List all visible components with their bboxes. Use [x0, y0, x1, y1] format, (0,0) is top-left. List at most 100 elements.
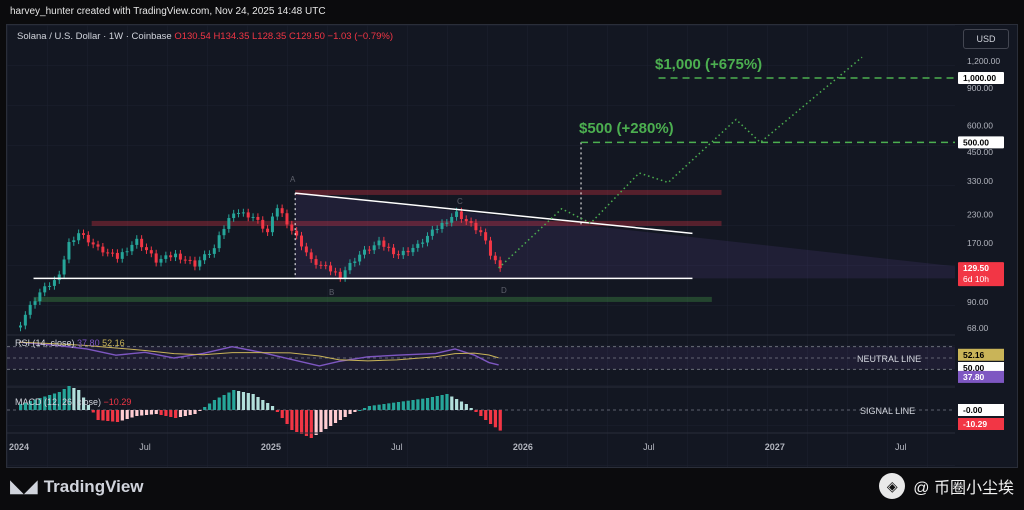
- candle: [304, 246, 308, 253]
- candle: [464, 219, 468, 222]
- macd-bar: [188, 410, 192, 415]
- rsi-value: 37.80: [77, 338, 100, 348]
- candle: [377, 240, 381, 246]
- macd-label: MACD (12, 26, close): [15, 397, 102, 407]
- macd-bar: [469, 408, 473, 410]
- candle: [498, 260, 502, 269]
- macd-bar: [198, 410, 202, 411]
- macd-bar: [169, 410, 173, 417]
- candle: [28, 304, 32, 315]
- rsi-line: [18, 341, 499, 367]
- macd-bar: [488, 410, 493, 424]
- footer: ◣◢ TradingView ◈ @ 币圈小尘埃: [0, 468, 1024, 510]
- watermark-logo-icon: ◈: [879, 473, 906, 499]
- macd-bar: [367, 406, 372, 410]
- candle: [111, 252, 115, 254]
- grid-background: [7, 25, 955, 467]
- macd-bar: [416, 399, 420, 410]
- price-badge-1000-bg: [958, 71, 1004, 84]
- candle: [241, 212, 245, 214]
- currency-button[interactable]: USD: [963, 29, 1009, 49]
- candle: [120, 252, 124, 259]
- macd-bar: [241, 392, 246, 410]
- macd-signal-label: SIGNAL LINE: [860, 406, 915, 416]
- macd-bar: [178, 410, 183, 417]
- macd-bar: [396, 402, 401, 410]
- macd-bar: [19, 404, 23, 410]
- candle: [416, 243, 420, 248]
- macd-bar: [106, 410, 110, 421]
- macd-bar: [115, 410, 120, 422]
- candle: [430, 229, 434, 236]
- symbol-legend: Solana / U.S. Dollar · 1W · Coinbase O13…: [17, 31, 393, 42]
- macd-bar: [217, 397, 221, 410]
- candle: [280, 208, 284, 214]
- ohlc-change: −1.03 (−0.79%): [327, 31, 394, 42]
- candle: [362, 249, 366, 255]
- macd-value: −10.29: [103, 397, 132, 407]
- macd-bar: [81, 397, 86, 410]
- candle: [333, 271, 337, 273]
- macd-bar: [474, 410, 478, 412]
- macd-bar: [144, 410, 149, 415]
- macd-bar: [183, 410, 187, 416]
- projection-path: [498, 56, 863, 269]
- chart-svg[interactable]: 1,200.00 900.00 600.00 450.00 330.00 230.00 17…: [7, 25, 1017, 467]
- candle: [174, 253, 178, 258]
- top-bar: harvey_hunter created with TradingView.c…: [0, 0, 1024, 24]
- point-a-label: A: [290, 175, 296, 184]
- candle: [178, 253, 182, 260]
- rsi-badge-mid: 50.00: [963, 363, 985, 373]
- rsi-badge-ma: 52.16: [963, 350, 985, 360]
- chart-panel[interactable]: 1,200.00 900.00 600.00 450.00 330.00 230.00 17…: [6, 24, 1018, 468]
- macd-bar: [459, 401, 464, 410]
- bar-countdown: 6d 10h: [963, 274, 989, 284]
- macd-bar: [232, 390, 236, 410]
- macd-bar: [493, 410, 498, 428]
- price-badge-500-bg: [958, 136, 1004, 149]
- candle: [96, 244, 100, 247]
- resistance-zone: [91, 220, 722, 226]
- candle: [227, 218, 231, 229]
- macd-bar: [164, 410, 168, 416]
- rsi-label: RSI (14, close): [15, 338, 75, 348]
- price-tick: 330.00: [967, 176, 993, 186]
- candle: [367, 249, 371, 251]
- price-tick: 170.00: [967, 238, 993, 248]
- candle: [198, 260, 202, 267]
- candle: [19, 325, 22, 328]
- candle: [159, 258, 163, 263]
- macd-bar: [111, 410, 115, 422]
- candle: [484, 232, 488, 241]
- macd-bar: [174, 410, 178, 418]
- time-tick: 2026: [513, 442, 533, 452]
- macd-bar: [425, 398, 430, 410]
- macd-bar: [67, 386, 71, 410]
- macd-bar: [154, 410, 158, 414]
- support-zone: [33, 296, 712, 302]
- macd-bar: [372, 405, 376, 410]
- candle: [290, 224, 294, 231]
- candle: [479, 230, 483, 233]
- candle: [23, 314, 27, 326]
- macd-bar: [120, 410, 124, 421]
- macd-bar: [304, 410, 309, 436]
- macd-legend: MACD (12, 26, close) −10.29: [15, 397, 131, 407]
- candle: [57, 274, 61, 281]
- macd-bar: [38, 398, 42, 410]
- macd-bar: [392, 402, 396, 410]
- macd-bar: [498, 410, 502, 431]
- macd-bar: [309, 410, 313, 438]
- candle: [455, 211, 459, 217]
- candle: [193, 260, 197, 267]
- candle: [43, 286, 47, 293]
- candle: [445, 222, 449, 224]
- price-badge-last: 129.50: [963, 263, 989, 273]
- macd-bar: [207, 403, 212, 410]
- tradingview-logo[interactable]: ◣◢ TradingView: [10, 476, 144, 497]
- macd-bar: [48, 395, 52, 410]
- price-tick: 450.00: [967, 147, 993, 157]
- price-badge-last-bg: [958, 262, 1004, 287]
- candle: [52, 280, 56, 286]
- candle: [396, 254, 400, 256]
